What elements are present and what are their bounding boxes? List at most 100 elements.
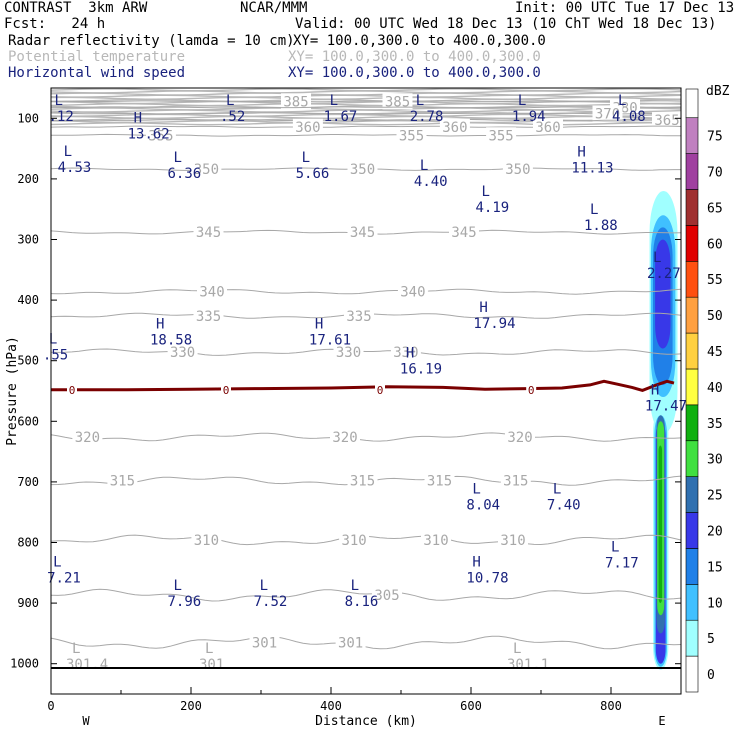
theta-label-bg [107,472,138,489]
y-tick-label: 200 [17,172,39,186]
theta-label-bg [72,429,103,446]
theta-label-320: 320 [75,430,100,446]
wind-speed-value: 301.4 [66,657,108,673]
wind-speed-value: 10.78 [466,571,508,587]
zero-contour-label: 0 [377,384,384,397]
wind-speed-value: 4.19 [476,200,510,216]
theta-label-330: 330 [393,345,418,361]
theta-bundle-line [51,92,681,96]
colorbar-swatch [685,296,699,334]
theta-contour-305 [51,588,681,602]
zero-contour-line [51,379,675,392]
colorbar-level-label: 45 [707,345,723,360]
field-theta-xy: XY= 100.0,300.0 to 400.0,300.0 [288,49,541,65]
theta-contour-365 [51,119,681,122]
x-tick-label: 200 [180,699,202,713]
theta-label-bg [502,161,533,178]
wind-annotation-layer: L.12L.52L1.67L2.78L1.94L4.08H13.62L4.53L… [43,93,687,673]
theta-label-bg [193,224,224,241]
y-tick-label: 500 [17,354,39,368]
theta-label-bg [197,283,227,300]
colorbar-top-cap [685,88,699,119]
colorbar-level-label: 20 [707,524,723,539]
theta-label-bg [333,344,364,361]
theta-label-365: 365 [654,113,679,129]
theta-label-bg [424,472,455,489]
header-title: CONTRAST 3km ARW [4,0,148,16]
theta-label-bg [382,93,413,110]
wind-speed-value: 7.40 [547,497,581,513]
wind-extremum-marker: L [72,641,80,657]
colorbar-swatch [685,332,699,370]
theta-label-bg [505,429,535,446]
wind-speed-value: 301 [199,657,224,673]
theta-label-315: 315 [427,474,452,490]
colorbar-swatch [685,548,699,585]
theta-label-340: 340 [199,285,224,301]
theta-label-335: 335 [346,309,371,325]
theta-label-355: 355 [488,128,513,144]
colorbar-level-label: 5 [707,632,715,647]
wind-extremum-marker: L [330,93,338,109]
x-end-label-west: W [82,714,90,728]
theta-label-355: 355 [399,128,424,144]
x-tick-label: 600 [460,699,482,713]
theta-label-350: 350 [194,162,219,178]
zero-label-bg [221,383,231,396]
theta-label-bg [344,307,374,324]
theta-label-bg [281,93,311,110]
wind-extremum-marker: L [420,158,428,174]
wind-speed-value: 13.62 [128,127,170,143]
colorbar-legend: dBZ 0 5 10 15 20 25 30 35 40 45 50 55 60 65 70 75 [685,84,730,693]
theta-contour-340 [51,288,681,295]
reflectivity-cell-20dbz [655,239,671,349]
theta-label-bg [498,532,528,549]
wind-speed-value: 17.94 [473,316,515,332]
wind-extremum-marker: L [351,578,359,594]
wind-extremum-marker: H [479,300,487,316]
theta-label-330: 330 [336,345,361,361]
colorbar-unit: dBZ [706,84,730,99]
theta-label-bg [347,472,378,489]
wind-speed-value: 7.21 [47,571,81,587]
theta-label-310: 310 [194,533,219,549]
wind-extremum-marker: L [174,150,182,166]
theta-contour-370 [51,112,681,115]
wind-extremum-marker: L [226,93,234,109]
wind-extremum-marker: L [472,481,480,497]
colorbar-swatch [685,440,699,477]
wind-speed-value: 16.19 [400,362,442,378]
colorbar-level-label: 30 [707,453,723,468]
field-reflectivity-xy: XY= 100.0,300.0 to 400.0,300.0 [293,33,546,49]
x-tick-label: 0 [47,699,54,713]
wind-extremum-marker: L [260,578,268,594]
theta-label-bg [145,127,176,144]
theta-label-385: 385 [385,94,410,110]
theta-contour-301 [51,635,681,650]
theta-label-bg [249,634,280,651]
y-tick-label: 100 [17,111,39,125]
colorbar-swatch [685,117,699,154]
theta-label-310: 310 [341,533,366,549]
theta-label-bg [421,532,451,549]
theta-label-315: 315 [503,474,528,490]
theta-label-350: 350 [350,162,375,178]
colorbar-level-label: 15 [707,560,723,575]
wind-extremum-marker: L [611,540,619,556]
colorbar-swatch [685,368,699,406]
theta-contour-380 [51,106,681,109]
colorbar-level-label: 10 [707,596,723,611]
theta-label-bg [339,532,370,549]
x-tick-label: 800 [600,699,622,713]
colorbar-swatch [685,260,699,298]
colorbar-level-label: 35 [707,417,723,432]
wind-speed-value: .55 [43,348,68,364]
theta-label-bg [533,118,563,135]
colorbar-swatch [685,189,699,226]
wind-speed-value: 17.61 [309,333,351,349]
x-axis-title: Distance (km) [315,714,417,729]
wind-extremum-marker: L [53,555,61,571]
wind-extremum-marker: L [482,184,490,200]
theta-label-bg [191,532,222,549]
wind-speed-value: 18.58 [150,333,192,349]
